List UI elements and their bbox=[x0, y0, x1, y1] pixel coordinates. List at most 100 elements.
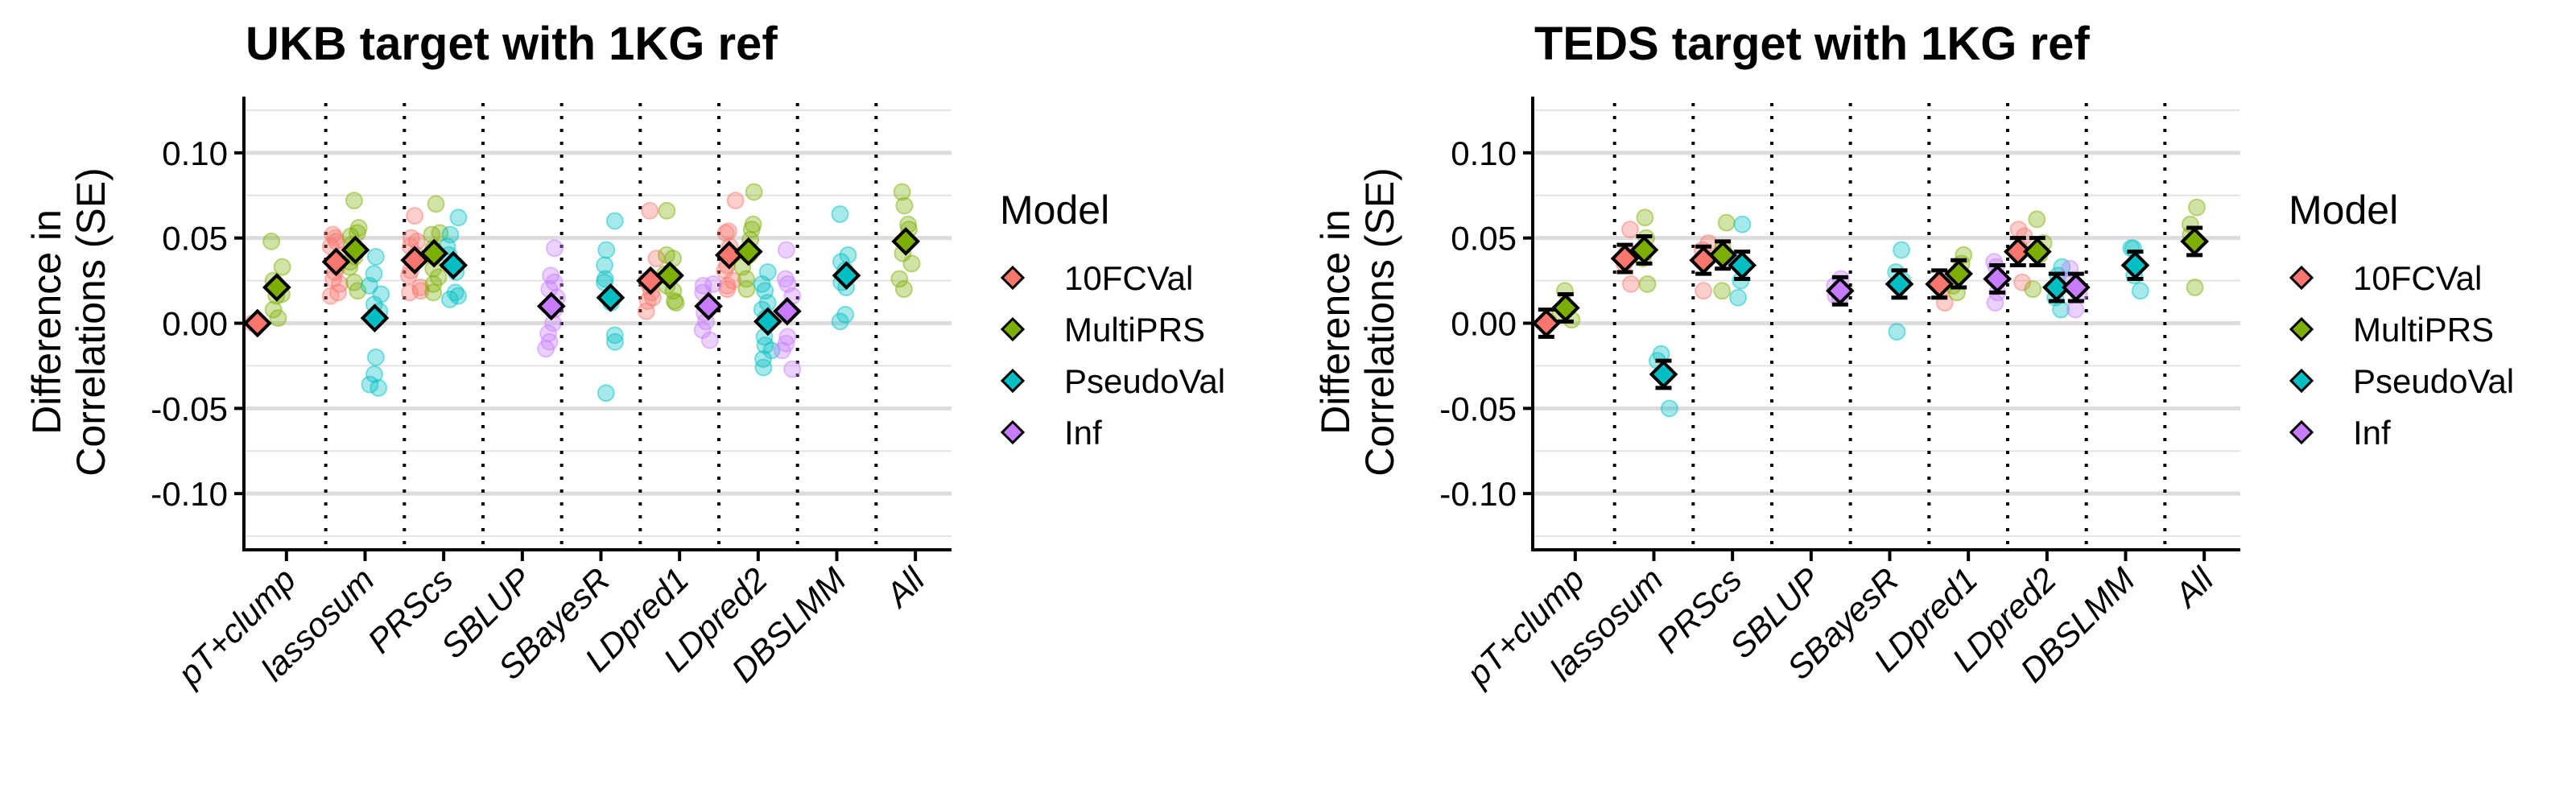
data-point-pseudoval bbox=[596, 270, 614, 288]
mean-marker-10fcval bbox=[243, 308, 272, 338]
data-point-inf bbox=[777, 334, 795, 353]
data-point-10fcval bbox=[718, 280, 737, 299]
data-point-pseudoval bbox=[1733, 215, 1752, 233]
mean-marker-multiprs bbox=[891, 227, 920, 256]
data-point-10fcval bbox=[726, 192, 745, 210]
mean-marker-pseudoval bbox=[1649, 360, 1678, 389]
data-point-multiprs bbox=[893, 183, 911, 201]
data-point-inf bbox=[773, 341, 791, 360]
data-point-multiprs bbox=[1636, 208, 1654, 227]
data-point-inf bbox=[783, 360, 802, 378]
mean-marker-pseudoval bbox=[753, 307, 782, 336]
mean-marker-pseudoval bbox=[596, 283, 625, 312]
data-point-10fcval bbox=[411, 282, 430, 300]
panel-teds: TEDS target with 1KG ref Difference in C… bbox=[1313, 18, 2514, 694]
data-point-pseudoval bbox=[449, 287, 468, 305]
chart-title: UKB target with 1KG ref bbox=[246, 18, 778, 70]
data-point-10fcval bbox=[2013, 273, 2032, 291]
data-point-pseudoval bbox=[1893, 241, 1911, 259]
data-point-10fcval bbox=[638, 291, 657, 310]
mean-marker-multiprs bbox=[1629, 235, 1659, 265]
jitter-points bbox=[243, 183, 921, 402]
data-point-pseudoval bbox=[361, 375, 379, 394]
data-point-inf bbox=[778, 328, 797, 346]
legend: Model 10FCVal MultiPRS PseudoVal Inf bbox=[1000, 188, 1225, 452]
data-point-pseudoval bbox=[605, 212, 624, 230]
gridlines bbox=[1533, 109, 2240, 538]
x-tick-label: All bbox=[877, 559, 933, 616]
data-point-pseudoval bbox=[366, 348, 385, 366]
legend-key-inf bbox=[1000, 419, 1026, 445]
data-point-pseudoval bbox=[446, 283, 464, 302]
data-point-multiprs bbox=[1638, 275, 1657, 293]
data-point-10fcval bbox=[329, 283, 348, 302]
mean-markers bbox=[1532, 227, 2209, 389]
data-point-pseudoval bbox=[753, 275, 771, 293]
legend-label: Inf bbox=[1064, 414, 1102, 452]
data-point-multiprs bbox=[1717, 213, 1736, 232]
legend-title: Model bbox=[2289, 188, 2398, 233]
data-point-multiprs bbox=[890, 270, 909, 288]
data-point-pseudoval bbox=[2131, 282, 2149, 300]
data-point-multiprs bbox=[2186, 279, 2204, 297]
data-point-multiprs bbox=[1713, 282, 1732, 300]
data-point-pseudoval bbox=[754, 358, 773, 377]
x-ticks: pT+clumplassosumPRScsSBLUPSBayesRLDpred1… bbox=[169, 550, 933, 694]
y-tick-label: -0.10 bbox=[151, 475, 228, 513]
data-point-10fcval bbox=[1621, 221, 1640, 239]
x-ticks: pT+clumplassosumPRScsSBLUPSBayesRLDpred1… bbox=[1458, 550, 2222, 694]
data-point-inf bbox=[539, 324, 558, 343]
data-point-10fcval bbox=[719, 222, 737, 241]
legend-key-10fcval bbox=[2289, 265, 2314, 291]
y-tick-label: -0.05 bbox=[1439, 390, 1517, 427]
data-point-inf bbox=[776, 270, 795, 288]
data-point-multiprs bbox=[745, 183, 763, 201]
data-point-inf bbox=[537, 340, 555, 358]
legend-label: 10FCVal bbox=[2353, 259, 2482, 297]
mean-marker-inf bbox=[537, 291, 566, 321]
gridlines bbox=[244, 109, 952, 538]
data-point-pseudoval bbox=[597, 384, 615, 402]
data-point-multiprs bbox=[744, 215, 762, 233]
data-point-10fcval bbox=[1621, 275, 1640, 293]
data-point-multiprs bbox=[742, 221, 761, 239]
y-tick-label: 0.00 bbox=[162, 305, 228, 343]
data-point-multiprs bbox=[273, 258, 291, 276]
data-point-pseudoval bbox=[1660, 399, 1678, 418]
data-point-pseudoval bbox=[365, 265, 383, 283]
data-point-10fcval bbox=[402, 229, 420, 247]
y-tick-label: -0.10 bbox=[1439, 475, 1517, 513]
data-point-pseudoval bbox=[1888, 323, 1906, 341]
legend-key-pseudoval bbox=[2289, 368, 2314, 394]
data-point-pseudoval bbox=[440, 290, 459, 308]
data-point-multiprs bbox=[431, 224, 449, 242]
data-point-inf bbox=[694, 276, 712, 295]
data-point-10fcval bbox=[401, 283, 419, 302]
data-point-pseudoval bbox=[2052, 300, 2070, 319]
y-tick-label: 0.00 bbox=[1451, 305, 1517, 343]
mean-marker-multiprs bbox=[1708, 241, 1737, 270]
mean-marker-pseudoval bbox=[832, 261, 861, 291]
legend-label: Inf bbox=[2353, 414, 2391, 452]
y-tick-label: 0.10 bbox=[1451, 134, 1517, 172]
y-ticks: -0.10 -0.05 0.00 0.05 0.10 bbox=[151, 134, 244, 513]
data-point-multiprs bbox=[429, 268, 448, 287]
data-point-multiprs bbox=[2028, 210, 2046, 229]
data-point-pseudoval bbox=[605, 332, 624, 351]
y-axis-title-line1: Difference in bbox=[1313, 209, 1358, 435]
legend-key-multiprs bbox=[1000, 316, 1026, 342]
y-axis-title-line1: Difference in bbox=[24, 209, 69, 435]
data-point-inf bbox=[545, 239, 564, 258]
mean-marker-multiprs bbox=[655, 261, 684, 291]
data-point-10fcval bbox=[321, 287, 340, 305]
y-tick-label: 0.10 bbox=[162, 134, 228, 172]
mean-marker-multiprs bbox=[1944, 259, 1973, 288]
data-point-pseudoval bbox=[596, 256, 614, 275]
category-separators bbox=[324, 103, 878, 550]
mean-marker-pseudoval bbox=[1728, 250, 1757, 280]
data-point-multiprs bbox=[737, 270, 756, 288]
mean-marker-inf bbox=[2062, 273, 2091, 302]
mean-marker-inf bbox=[694, 291, 723, 321]
data-point-10fcval bbox=[1695, 282, 1713, 300]
data-point-pseudoval bbox=[756, 336, 774, 355]
